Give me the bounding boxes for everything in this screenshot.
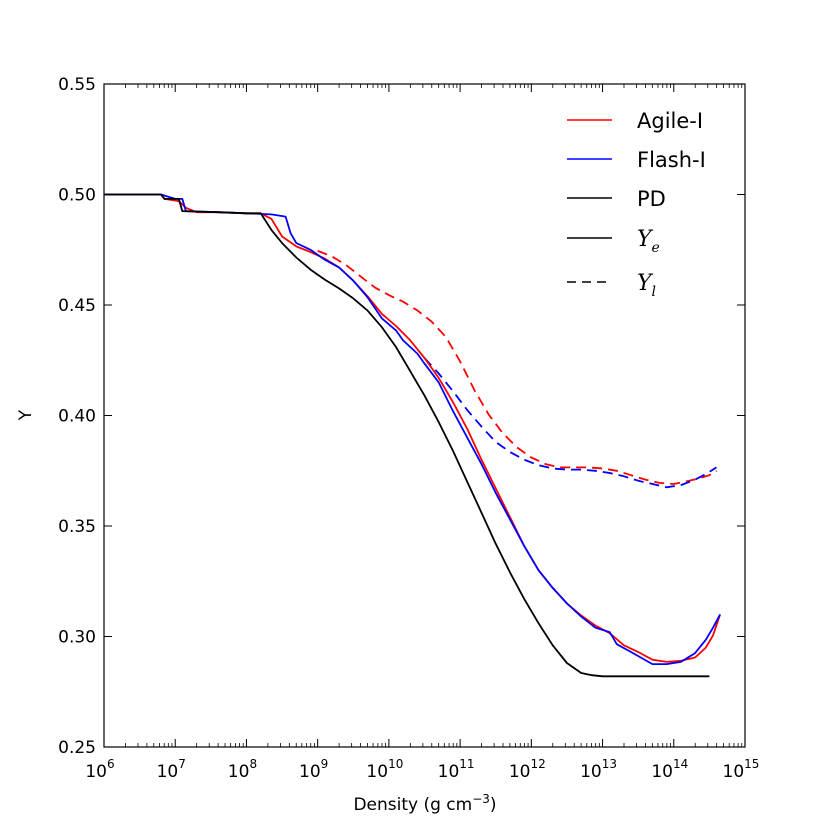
legend-label-yl-sub: l bbox=[652, 284, 656, 300]
series-line-flash-ye bbox=[104, 193, 721, 665]
legend-label-flash: Flash-I bbox=[637, 148, 706, 172]
x-axis-label-main: Density (g cm bbox=[353, 795, 472, 815]
x-axis-label-exponent: −3 bbox=[472, 792, 490, 806]
x-axis-label-tail: ) bbox=[490, 795, 497, 815]
y-tick-label: 0.55 bbox=[58, 75, 96, 95]
legend-label-ye: Ye bbox=[637, 227, 660, 256]
x-tick-label: 1015 bbox=[723, 757, 760, 782]
series-line-agile-yl bbox=[317, 250, 717, 485]
y-axis-label: Y bbox=[16, 409, 36, 421]
x-tick-label: 109 bbox=[299, 757, 328, 782]
legend-label-yl-base: Y bbox=[637, 271, 654, 296]
legend: Agile-I Flash-I PD Ye Yl bbox=[567, 109, 706, 300]
x-tick-label: 107 bbox=[157, 757, 186, 782]
y-tick-label: 0.30 bbox=[58, 628, 96, 648]
x-axis-label: Density (g cm−3) bbox=[353, 792, 496, 815]
legend-label-agile: Agile-I bbox=[637, 109, 703, 133]
x-tick-label: 1013 bbox=[580, 757, 617, 782]
plot-background bbox=[104, 84, 745, 747]
series-line-flash-yl bbox=[423, 357, 717, 489]
series-line-pd-ye bbox=[104, 193, 710, 678]
x-tick-label: 1012 bbox=[509, 757, 546, 782]
series-layer bbox=[104, 193, 721, 678]
y-tick-label: 0.45 bbox=[58, 296, 96, 316]
x-tick-label: 1010 bbox=[366, 757, 403, 782]
x-tick-label: 1011 bbox=[438, 757, 475, 782]
y-tick-label: 0.40 bbox=[58, 407, 96, 427]
x-tick-label: 106 bbox=[85, 757, 114, 782]
y-tick-label: 0.25 bbox=[58, 738, 96, 758]
legend-label-pd: PD bbox=[637, 187, 666, 211]
x-tick-label: 108 bbox=[228, 757, 257, 782]
plot-frame bbox=[103, 83, 746, 748]
y-tick-label: 0.50 bbox=[58, 186, 96, 206]
legend-label-ye-sub: e bbox=[652, 240, 660, 256]
y-tick-label: 0.35 bbox=[58, 517, 96, 537]
x-tick-label: 1014 bbox=[651, 757, 688, 782]
legend-label-ye-base: Y bbox=[637, 227, 654, 252]
tick-layer: 106 107 108 109 1010 1011 1012 1013 1014 1015 0.25… bbox=[58, 75, 759, 782]
legend-label-yl: Yl bbox=[637, 271, 656, 300]
